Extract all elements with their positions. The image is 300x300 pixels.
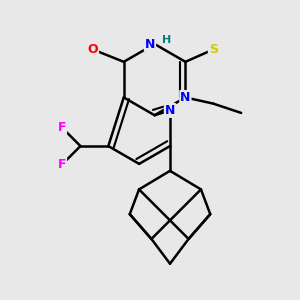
Text: F: F — [58, 158, 66, 171]
Text: H: H — [162, 35, 171, 45]
Text: F: F — [58, 121, 66, 134]
Text: N: N — [165, 104, 175, 117]
Text: S: S — [209, 43, 218, 56]
Text: N: N — [145, 38, 155, 50]
Text: O: O — [88, 43, 98, 56]
Text: N: N — [180, 91, 190, 104]
